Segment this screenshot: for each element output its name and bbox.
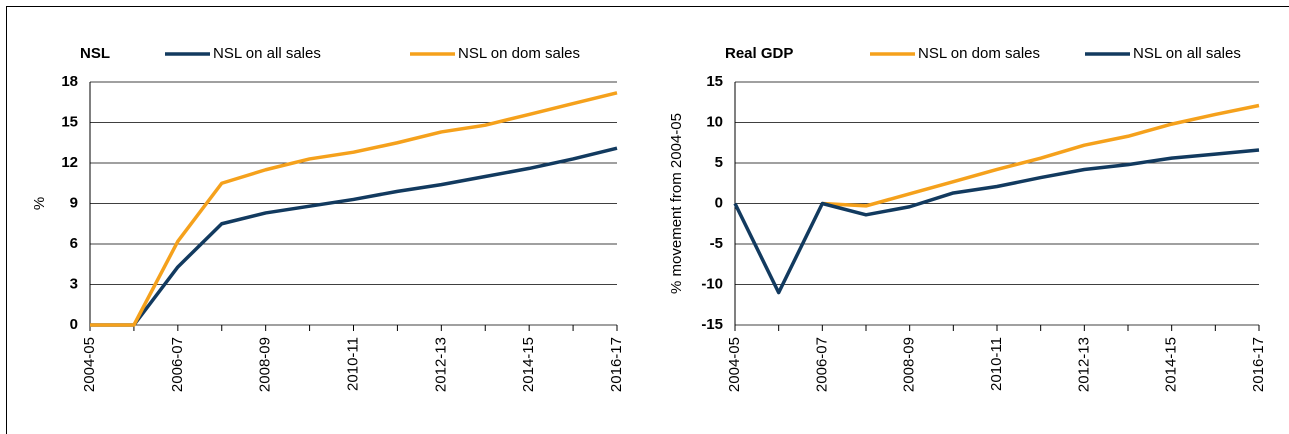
x-tick-label: 2006-07 xyxy=(813,337,830,392)
legend-label: NSL on dom sales xyxy=(458,45,580,62)
y-tick-label: 5 xyxy=(715,154,723,171)
x-tick-label: 2008-09 xyxy=(257,337,274,392)
y-tick-label: 0 xyxy=(715,194,723,211)
x-tick-label: 2016-17 xyxy=(608,337,625,392)
y-axis-label: % xyxy=(31,197,48,210)
y-tick-label: 15 xyxy=(706,73,723,90)
y-tick-label: 15 xyxy=(61,113,78,130)
y-tick-label: 12 xyxy=(61,154,78,171)
chart-title: Real GDP xyxy=(725,45,793,62)
x-tick-label: 2014-15 xyxy=(520,337,537,392)
y-tick-label: 3 xyxy=(70,275,78,292)
y-tick-label: 18 xyxy=(61,73,78,90)
y-axis-label: % movement from 2004-05 xyxy=(668,113,685,294)
x-tick-label: 2012-13 xyxy=(432,337,449,392)
legend-label: NSL on all sales xyxy=(213,45,321,62)
y-tick-label: 6 xyxy=(70,235,78,252)
legend-label: NSL on dom sales xyxy=(918,45,1040,62)
x-tick-label: 2016-17 xyxy=(1250,337,1267,392)
x-tick-label: 2004-05 xyxy=(81,337,98,392)
x-tick-label: 2010-11 xyxy=(344,337,361,391)
frame xyxy=(6,6,1289,434)
y-tick-label: -5 xyxy=(710,235,723,252)
x-tick-label: 2006-07 xyxy=(169,337,186,392)
line-series xyxy=(90,146,618,327)
line-series xyxy=(90,91,618,327)
x-tick-label: 2010-11 xyxy=(988,337,1005,391)
y-tick-label: 9 xyxy=(70,194,78,211)
chart-title: NSL xyxy=(80,45,110,62)
x-tick-label: 2012-13 xyxy=(1075,337,1092,392)
y-tick-label: 0 xyxy=(70,316,78,333)
y-tick-label: 10 xyxy=(706,113,723,130)
x-tick-label: 2004-05 xyxy=(726,337,743,392)
y-tick-label: -10 xyxy=(701,275,723,292)
x-tick-label: 2014-15 xyxy=(1163,337,1180,392)
y-tick-label: -15 xyxy=(701,316,723,333)
line-series xyxy=(733,148,1260,295)
line-series xyxy=(822,103,1260,208)
x-tick-label: 2008-09 xyxy=(901,337,918,392)
legend-label: NSL on all sales xyxy=(1133,45,1241,62)
